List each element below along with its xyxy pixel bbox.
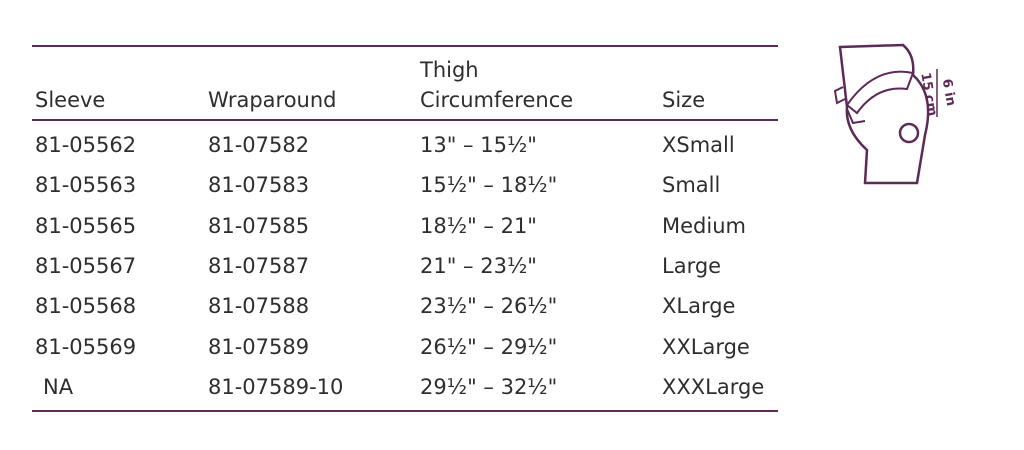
top-rule [32,45,778,47]
table-cell: 81-07583 [208,173,310,198]
table-cell: XXXLarge [662,374,765,399]
knee-diagram: 15 cm 6 in [833,43,959,185]
table-cell: 15½" – 18½" [420,173,558,198]
column-header: Sleeve [35,88,106,112]
tape-end [833,86,866,125]
table-cell: 21" – 23½" [420,253,537,278]
table-cell: NA [43,374,74,399]
header-rule [32,119,778,121]
table-cell: 81-05568 [35,294,137,319]
column-header: Size [662,88,706,112]
bottom-rule [32,410,778,412]
in-label: 6 in [939,78,959,107]
table-cell: 81-07587 [208,253,310,278]
table-cell: 26½" – 29½" [420,334,558,359]
table-cell: Medium [662,213,746,238]
table-cell: 13" – 15½" [420,133,537,157]
table-cell: Large [662,253,722,278]
table-cell: 81-07585 [208,213,310,238]
table-cell: 81-05569 [35,334,137,359]
table-cell: 18½" – 21" [420,213,537,238]
table-cell: 81-07589 [208,334,310,359]
tape [845,70,915,115]
table-cell: Small [662,173,721,198]
table-cell: 81-05567 [35,253,137,278]
sleeve-outline [838,43,930,185]
column-header: Wraparound [208,88,337,112]
table-cell: 81-05563 [35,173,137,198]
table-cell: 81-05562 [35,133,137,157]
table-cell: 81-07588 [208,294,310,319]
table-cell: 81-07589-10 [208,374,344,399]
table-cell: 23½" – 26½" [420,294,558,319]
table-cell: 81-07582 [208,133,310,157]
table-cell: 81-05565 [35,213,137,238]
table-cell: 29½" – 32½" [420,374,558,399]
table-cell: XSmall [662,133,735,157]
table-cell: XXLarge [662,334,750,359]
kneecap [898,122,920,144]
column-header: Thigh Circumference [420,58,574,112]
table-cell: XLarge [662,294,736,319]
